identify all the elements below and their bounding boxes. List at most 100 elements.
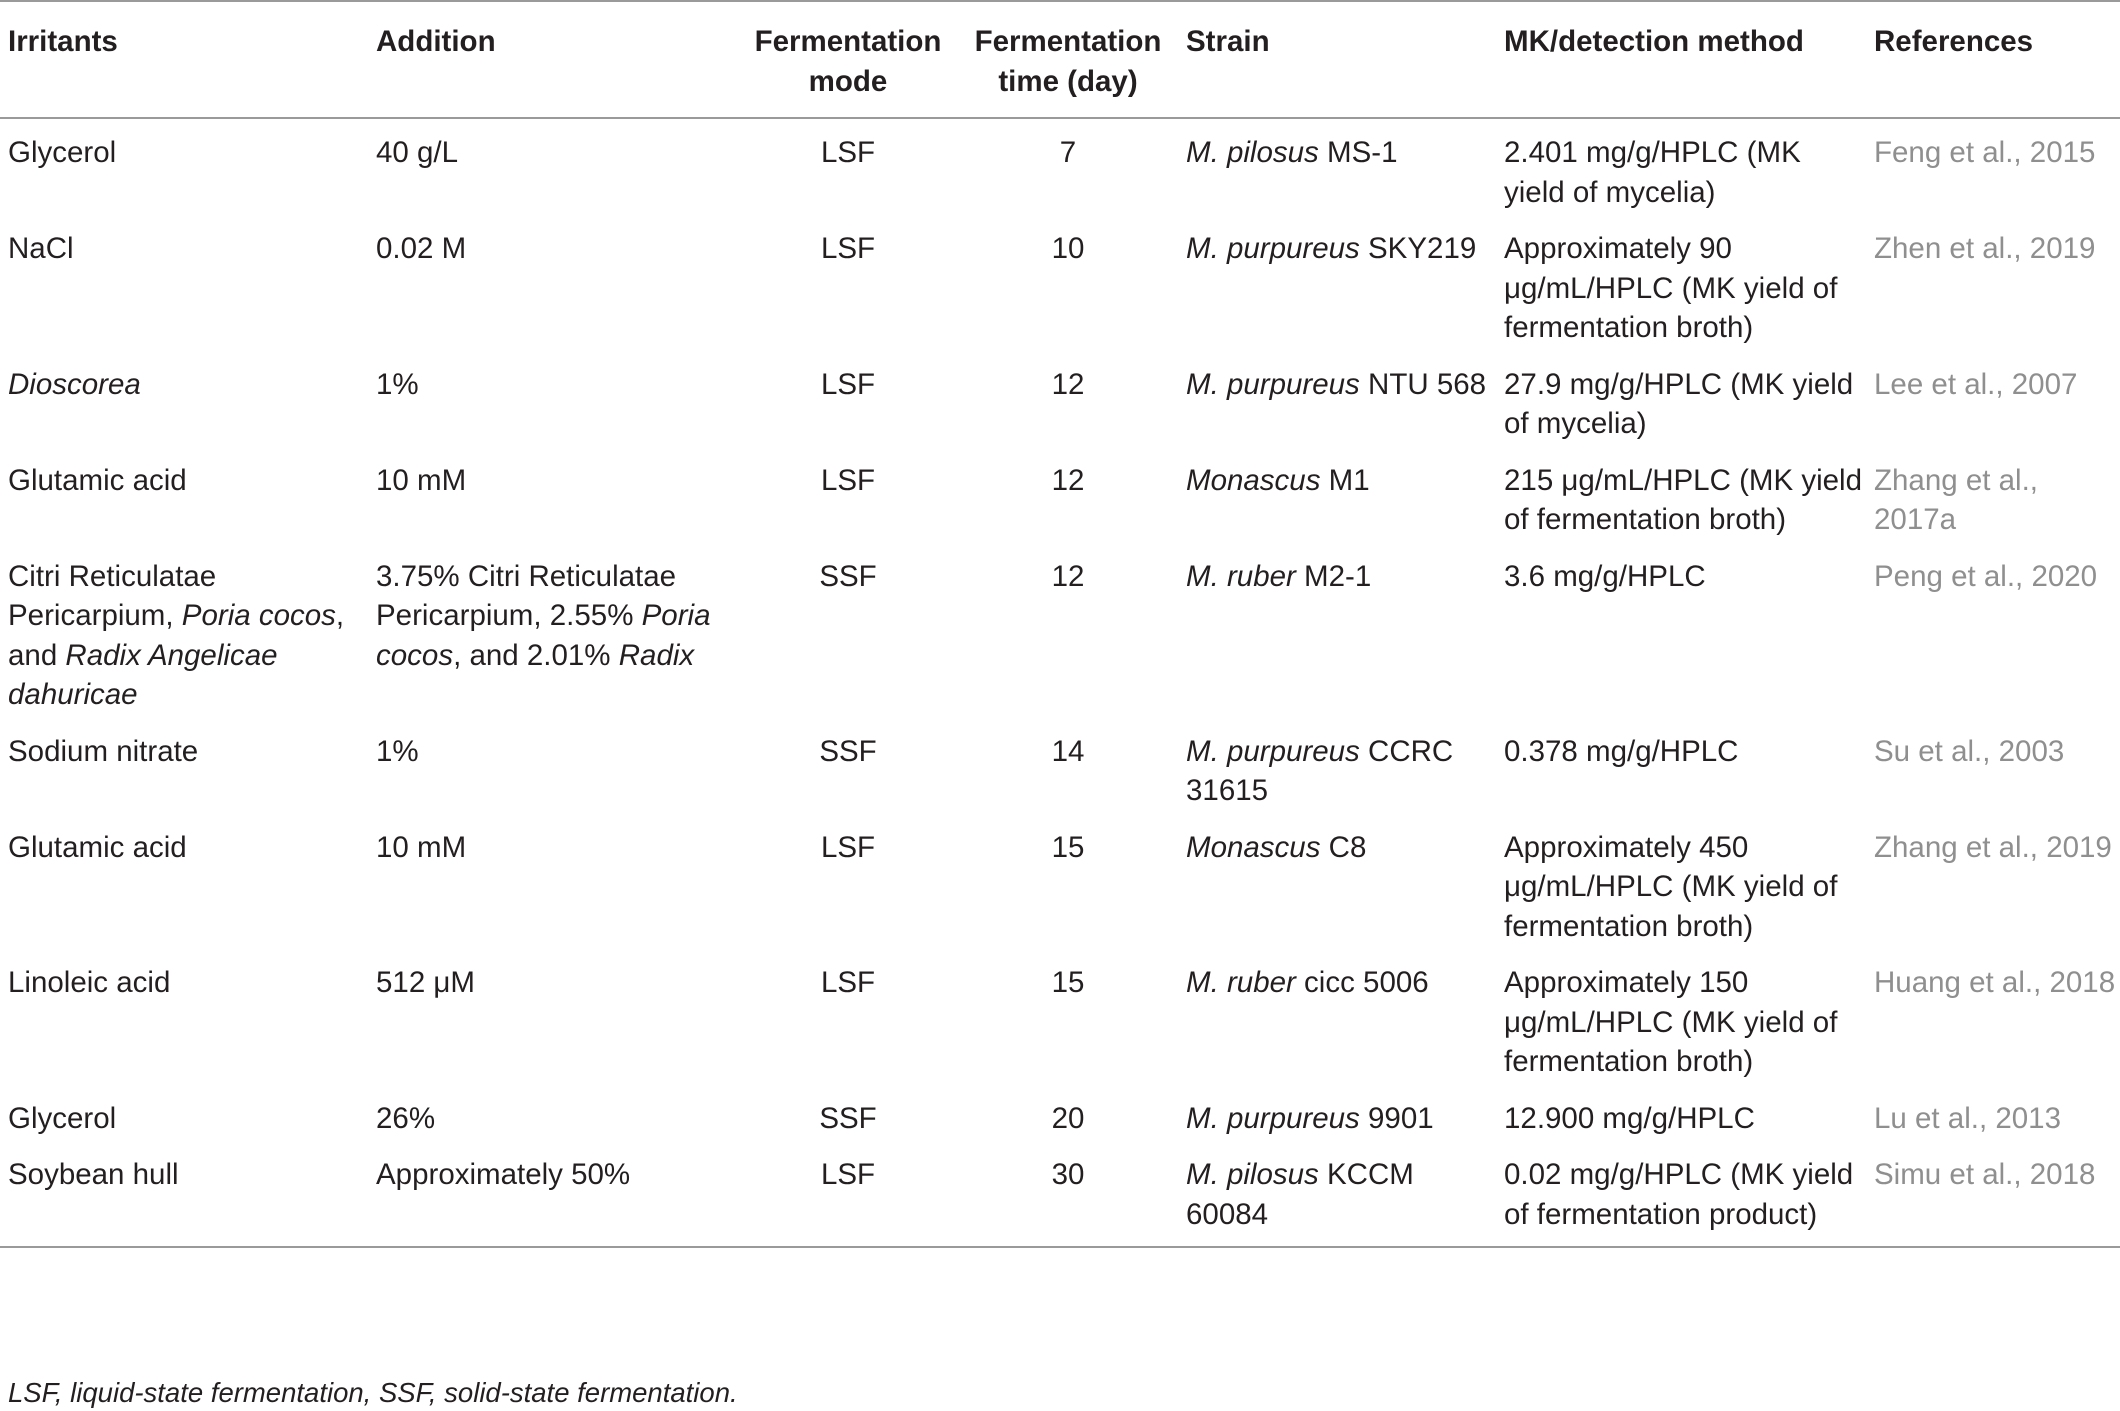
text-segment: Radix bbox=[618, 638, 695, 672]
cell-irritant: Linoleic acid bbox=[0, 952, 368, 1088]
text-segment: Monascus bbox=[1186, 463, 1321, 497]
text-segment: 10 mM bbox=[376, 463, 467, 497]
cell-strain: Monascus C8 bbox=[1178, 817, 1496, 953]
cell-irritant: NaCl bbox=[0, 218, 368, 354]
mk-table: Irritants Addition Fermentation mode Fer… bbox=[0, 1, 2120, 1247]
cell-reference: Lu et al., 2013 bbox=[1874, 1101, 2061, 1135]
cell-irritant: Glycerol bbox=[0, 118, 368, 218]
text-segment: Linoleic acid bbox=[8, 966, 171, 999]
header-references: References bbox=[1874, 25, 2034, 58]
text-segment: KCCM 60084 bbox=[1186, 1158, 1414, 1231]
header-strain: Strain bbox=[1186, 25, 1270, 58]
table-row: Glutamic acid 10 mM LSF 12 Monascus M1 215 μg… bbox=[0, 450, 2120, 546]
text-segment: Soybean hull bbox=[8, 1158, 179, 1191]
cell-reference: Zhen et al., 2019 bbox=[1874, 232, 2096, 265]
text-segment: MS-1 bbox=[1318, 136, 1398, 169]
table-row: Glycerol 40 g/L LSF 7 M. pilosus MS-1 2.401 m… bbox=[0, 118, 2120, 218]
text-segment: NTU 568 bbox=[1359, 367, 1487, 401]
text-segment: 1% bbox=[376, 367, 419, 401]
cell-irritant: Soybean hull bbox=[0, 1144, 368, 1247]
text-segment: 512 μM bbox=[376, 966, 475, 999]
cell-reference: Huang et al., 2018 bbox=[1874, 966, 2116, 999]
text-segment: M1 bbox=[1320, 463, 1370, 497]
text-segment: 0.02 M bbox=[376, 232, 467, 265]
cell-fermentation-mode: SSF bbox=[819, 1101, 877, 1135]
table-row: Dioscorea 1% LSF 12 M. purpureus NTU 568 27.9… bbox=[0, 354, 2120, 450]
cell-mk-detection-method: 3.6 mg/g/HPLC bbox=[1504, 559, 1706, 593]
cell-fermentation-mode: LSF bbox=[820, 136, 876, 169]
cell-addition: Approximately 50% bbox=[368, 1144, 738, 1247]
cell-strain: M. ruber cicc 5006 bbox=[1178, 952, 1496, 1088]
cell-reference: Zhang et al., 2017a bbox=[1874, 463, 2038, 537]
text-segment: Radix Angelicae dahuricae bbox=[8, 638, 278, 712]
cell-addition: 3.75% Citri Reticulatae Pericarpium, 2.5… bbox=[368, 546, 738, 721]
cell-addition: 10 mM bbox=[368, 817, 738, 953]
text-segment: Approximately 50% bbox=[376, 1158, 631, 1191]
text-segment: 3.75% Citri Reticulatae Pericarpium, 2.5… bbox=[376, 559, 677, 633]
cell-strain: M. ruber M2-1 bbox=[1178, 546, 1496, 721]
cell-strain: M. purpureus NTU 568 bbox=[1178, 354, 1496, 450]
cell-addition: 512 μM bbox=[368, 952, 738, 1088]
table-body: Glycerol 40 g/L LSF 7 M. pilosus MS-1 2.401 m… bbox=[0, 118, 2120, 1247]
text-segment: 10 mM bbox=[376, 830, 467, 864]
text-segment: M. pilosus bbox=[1186, 136, 1319, 169]
cell-strain: M. pilosus MS-1 bbox=[1178, 118, 1496, 218]
cell-irritant: Glycerol bbox=[0, 1088, 368, 1145]
cell-mk-detection-method: 12.900 mg/g/HPLC bbox=[1504, 1101, 1755, 1135]
text-segment: cicc 5006 bbox=[1295, 966, 1429, 999]
cell-fermentation-time: 14 bbox=[1051, 734, 1085, 768]
text-segment: M. ruber bbox=[1186, 966, 1296, 999]
text-segment: Dioscorea bbox=[8, 367, 141, 401]
cell-irritant: Citri Reticulatae Pericarpium, Poria coc… bbox=[0, 546, 368, 721]
cell-mk-detection-method: 2.401 mg/g/HPLC (MK yield of mycelia) bbox=[1504, 136, 1801, 209]
cell-addition: 10 mM bbox=[368, 450, 738, 546]
cell-irritant: Glutamic acid bbox=[0, 817, 368, 953]
text-segment: M. purpureus bbox=[1186, 734, 1360, 768]
table-row: Soybean hull Approximately 50% LSF 30 M. pil… bbox=[0, 1144, 2120, 1247]
cell-fermentation-time: 15 bbox=[1051, 966, 1085, 999]
text-segment: M. purpureus bbox=[1186, 367, 1360, 401]
text-segment: M2-1 bbox=[1295, 559, 1372, 593]
text-segment: M. pilosus bbox=[1186, 1158, 1319, 1191]
table-header: Irritants Addition Fermentation mode Fer… bbox=[0, 1, 2120, 118]
cell-fermentation-time: 7 bbox=[1059, 136, 1077, 169]
cell-mk-detection-method: Approximately 90 μg/mL/HPLC (MK yield of… bbox=[1504, 232, 1838, 344]
cell-reference: Lee et al., 2007 bbox=[1874, 367, 2078, 401]
cell-fermentation-time: 12 bbox=[1051, 559, 1085, 593]
text-segment: Glutamic acid bbox=[8, 830, 187, 864]
text-segment: CCRC 31615 bbox=[1186, 734, 1454, 808]
cell-addition: 0.02 M bbox=[368, 218, 738, 354]
cell-mk-detection-method: Approximately 450 μg/mL/HPLC (MK yield o… bbox=[1504, 830, 1838, 943]
text-segment: NaCl bbox=[8, 232, 74, 265]
text-segment: Glycerol bbox=[8, 136, 117, 169]
table-row: Glutamic acid 10 mM LSF 15 Monascus C8 Approx… bbox=[0, 817, 2120, 953]
text-segment: Glycerol bbox=[8, 1101, 117, 1135]
table-row: Sodium nitrate 1% SSF 14 M. purpureus CCRC 3… bbox=[0, 721, 2120, 817]
cell-fermentation-mode: LSF bbox=[820, 367, 876, 401]
cell-irritant: Sodium nitrate bbox=[0, 721, 368, 817]
cell-fermentation-time: 30 bbox=[1051, 1158, 1085, 1191]
text-segment: Poria cocos bbox=[376, 599, 711, 672]
cell-fermentation-mode: LSF bbox=[820, 232, 876, 265]
cell-mk-detection-method: 0.378 mg/g/HPLC bbox=[1504, 734, 1739, 768]
cell-fermentation-mode: LSF bbox=[820, 463, 876, 497]
cell-mk-detection-method: Approximately 150 μg/mL/HPLC (MK yield o… bbox=[1504, 966, 1838, 1078]
header-irritants: Irritants bbox=[8, 25, 118, 58]
cell-addition: 26% bbox=[368, 1088, 738, 1145]
text-segment: M. purpureus bbox=[1186, 1101, 1360, 1135]
text-segment: 9901 bbox=[1359, 1101, 1434, 1135]
cell-addition: 1% bbox=[368, 721, 738, 817]
text-segment: Monascus bbox=[1186, 830, 1321, 864]
text-segment: Citri Reticulatae Pericarpium, bbox=[8, 559, 217, 633]
table-row: NaCl 0.02 M LSF 10 M. purpureus SKY219 Approx… bbox=[0, 218, 2120, 354]
cell-reference: Simu et al., 2018 bbox=[1874, 1158, 2096, 1191]
cell-reference: Zhang et al., 2019 bbox=[1874, 830, 2112, 864]
cell-strain: M. purpureus CCRC 31615 bbox=[1178, 721, 1496, 817]
text-segment: 1% bbox=[376, 734, 419, 768]
cell-fermentation-mode: LSF bbox=[820, 966, 876, 999]
header-fermentation-time: Fermentation time (day) bbox=[974, 25, 1162, 98]
header-fermentation-mode: Fermentation mode bbox=[754, 25, 942, 98]
header-row: Irritants Addition Fermentation mode Fer… bbox=[0, 1, 2120, 118]
cell-reference: Su et al., 2003 bbox=[1874, 734, 2065, 768]
